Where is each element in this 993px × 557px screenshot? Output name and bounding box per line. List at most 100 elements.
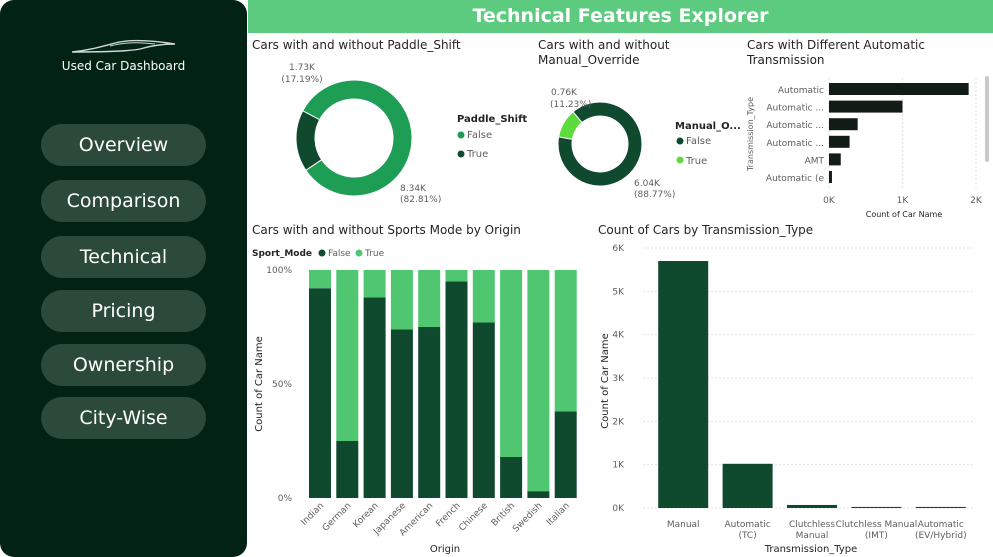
trans-category-label: Automatic (EV/Hybrid) [915,520,967,541]
manual-slice-false[interactable] [557,101,643,187]
auto-bar[interactable] [829,153,841,166]
trans-bar[interactable] [722,463,773,508]
auto-scrollbar[interactable] [985,76,989,162]
manual-legend-true-label: True [685,156,707,167]
auto-bar[interactable] [829,171,832,183]
auto-category-label: Automatic (e [766,174,825,184]
auto-category-label: Automatic [778,86,824,96]
sports-bar-false[interactable] [390,329,413,498]
auto-x-tick-label: 0K [823,196,836,206]
sports-bar-false[interactable] [554,411,577,498]
auto-bar[interactable] [829,135,850,148]
manual-true-pct-label: (11.23%) [550,100,591,110]
manual-false-value-label: 6.04K [634,179,661,189]
auto-y-axis-title: Transmission_Type [746,97,755,172]
trans-bar[interactable] [851,506,902,508]
sports-bar-true[interactable] [445,270,468,282]
paddle-legend-true-label: True [466,149,488,160]
trans-y-tick-label: 6K [612,244,625,254]
trans-bar[interactable] [915,506,966,508]
manual-false-pct-label: (88.77%) [634,190,675,200]
trans-y-tick-label: 4K [612,331,625,341]
sports-y-axis-title: Count of Car Name [254,336,265,432]
sports-bar-false[interactable] [418,327,441,498]
trans-category-label: Automatic (TC) [725,520,771,541]
trans-category-label: Clutchless Manual (IMT) [836,520,918,541]
nav-pricing-button[interactable]: Pricing [41,290,206,332]
paddle-true-pct-label: (17.19%) [281,75,322,85]
auto-category-label: Automatic ... [766,104,824,114]
sports-legend-title: Sport_Mode [252,249,312,259]
sports-bar-true[interactable] [309,270,331,289]
sports-bar-true[interactable] [500,270,523,457]
paddle-legend-false-label: False [467,130,492,141]
paddle-slice-false[interactable] [302,79,413,197]
paddle-true-value-label: 1.73K [289,63,316,73]
automatic-transmission-bar-chart: Automatic Automatic ... Automatic ... Autom… [746,76,989,219]
sports-bar-false[interactable] [336,441,359,498]
trans-chart-title: Count of Cars by Transmission_Type [598,223,814,237]
sports-bar-true[interactable] [363,270,386,298]
sports-bar-true[interactable] [336,270,359,441]
sports-y-tick-label: 100% [266,266,292,276]
trans-y-tick-label: 1K [612,461,625,471]
paddle-legend-true-marker [457,150,465,158]
nav-overview-button[interactable]: Overview [41,124,206,166]
trans-bar[interactable] [658,261,709,508]
auto-x-tick-label: 1K [897,196,910,206]
sports-bar-true[interactable] [554,270,577,412]
trans-y-tick-label: 0K [612,504,625,514]
auto-category-label: Automatic ... [766,139,824,149]
sports-bar-false[interactable] [500,456,523,498]
manual-chart-title: Cars with and without Manual_Override [538,38,670,67]
nav-ownership-button[interactable]: Ownership [41,344,206,386]
brand-label: Used Car Dashboard [61,59,186,73]
sports-bar-false[interactable] [309,288,331,498]
page-title: Technical Features Explorer [248,0,993,33]
auto-bar[interactable] [829,83,969,95]
paddle-false-pct-label: (82.81%) [400,195,441,205]
sports-bar-false[interactable] [527,491,550,498]
nav-technical-button[interactable]: Technical [41,236,206,278]
sports-bar-true[interactable] [418,270,441,327]
trans-y-tick-label: 5K [612,287,625,297]
auto-x-tick-label: 2K [970,196,983,206]
auto-chart-title: Cars with Different Automatic Transmissi… [747,38,925,67]
sports-bar-false[interactable] [472,322,495,498]
sports-legend-false-marker [318,249,326,257]
sports-bar-true[interactable] [390,270,413,330]
sports-category-label: Chinese [457,501,490,534]
manual-slice-true[interactable] [558,111,583,140]
car-logo-icon [71,39,176,53]
paddle-shift-donut-chart: 1.73K (17.19%) 8.34K (82.81%) Paddle_Shi… [281,63,527,205]
trans-bar[interactable] [787,504,837,508]
auto-x-axis-title: Count of Car Name [866,210,943,219]
sports-legend-true-label: True [364,249,385,259]
nav-citywise-button[interactable]: City-Wise [41,397,206,439]
paddle-slice-true[interactable] [295,110,323,171]
auto-bar[interactable] [829,100,903,113]
sports-x-axis-title: Origin [430,544,460,555]
auto-category-label: AMT [805,156,825,166]
nav-comparison-button[interactable]: Comparison [41,180,206,222]
sports-legend-false-label: False [328,249,351,259]
sports-bar-true[interactable] [472,270,495,323]
transmission-type-column-chart: 0K 1K 2K 3K 4K 5K 6K Manual Automatic (TC) Clutch… [600,244,973,555]
paddle-legend-title: Paddle_Shift [457,114,527,125]
paddle-chart-title: Cars with and without Paddle_Shift [252,38,461,52]
sports-mode-stacked-column-chart: Sport_Mode False True IndianGermanKorean… [252,249,577,555]
sports-bar-true[interactable] [527,270,550,492]
manual-legend-false-label: False [686,136,711,147]
manual-override-donut-chart: 0.76K (11.23%) 6.04K (88.77%) Manual_O..… [550,88,741,200]
sports-bar-false[interactable] [363,297,386,498]
sports-category-label: Indian [299,501,326,528]
auto-bar[interactable] [829,118,858,131]
sports-legend-true-marker [355,249,363,257]
trans-y-axis-title: Count of Car Name [600,333,611,429]
trans-category-label: Clutchless Manual [789,520,835,541]
sports-bar-false[interactable] [445,281,468,498]
paddle-false-value-label: 8.34K [400,184,427,194]
manual-legend-title: Manual_O... [675,121,741,132]
manual-true-value-label: 0.76K [551,88,578,98]
sports-category-label: Swedish [511,501,544,534]
